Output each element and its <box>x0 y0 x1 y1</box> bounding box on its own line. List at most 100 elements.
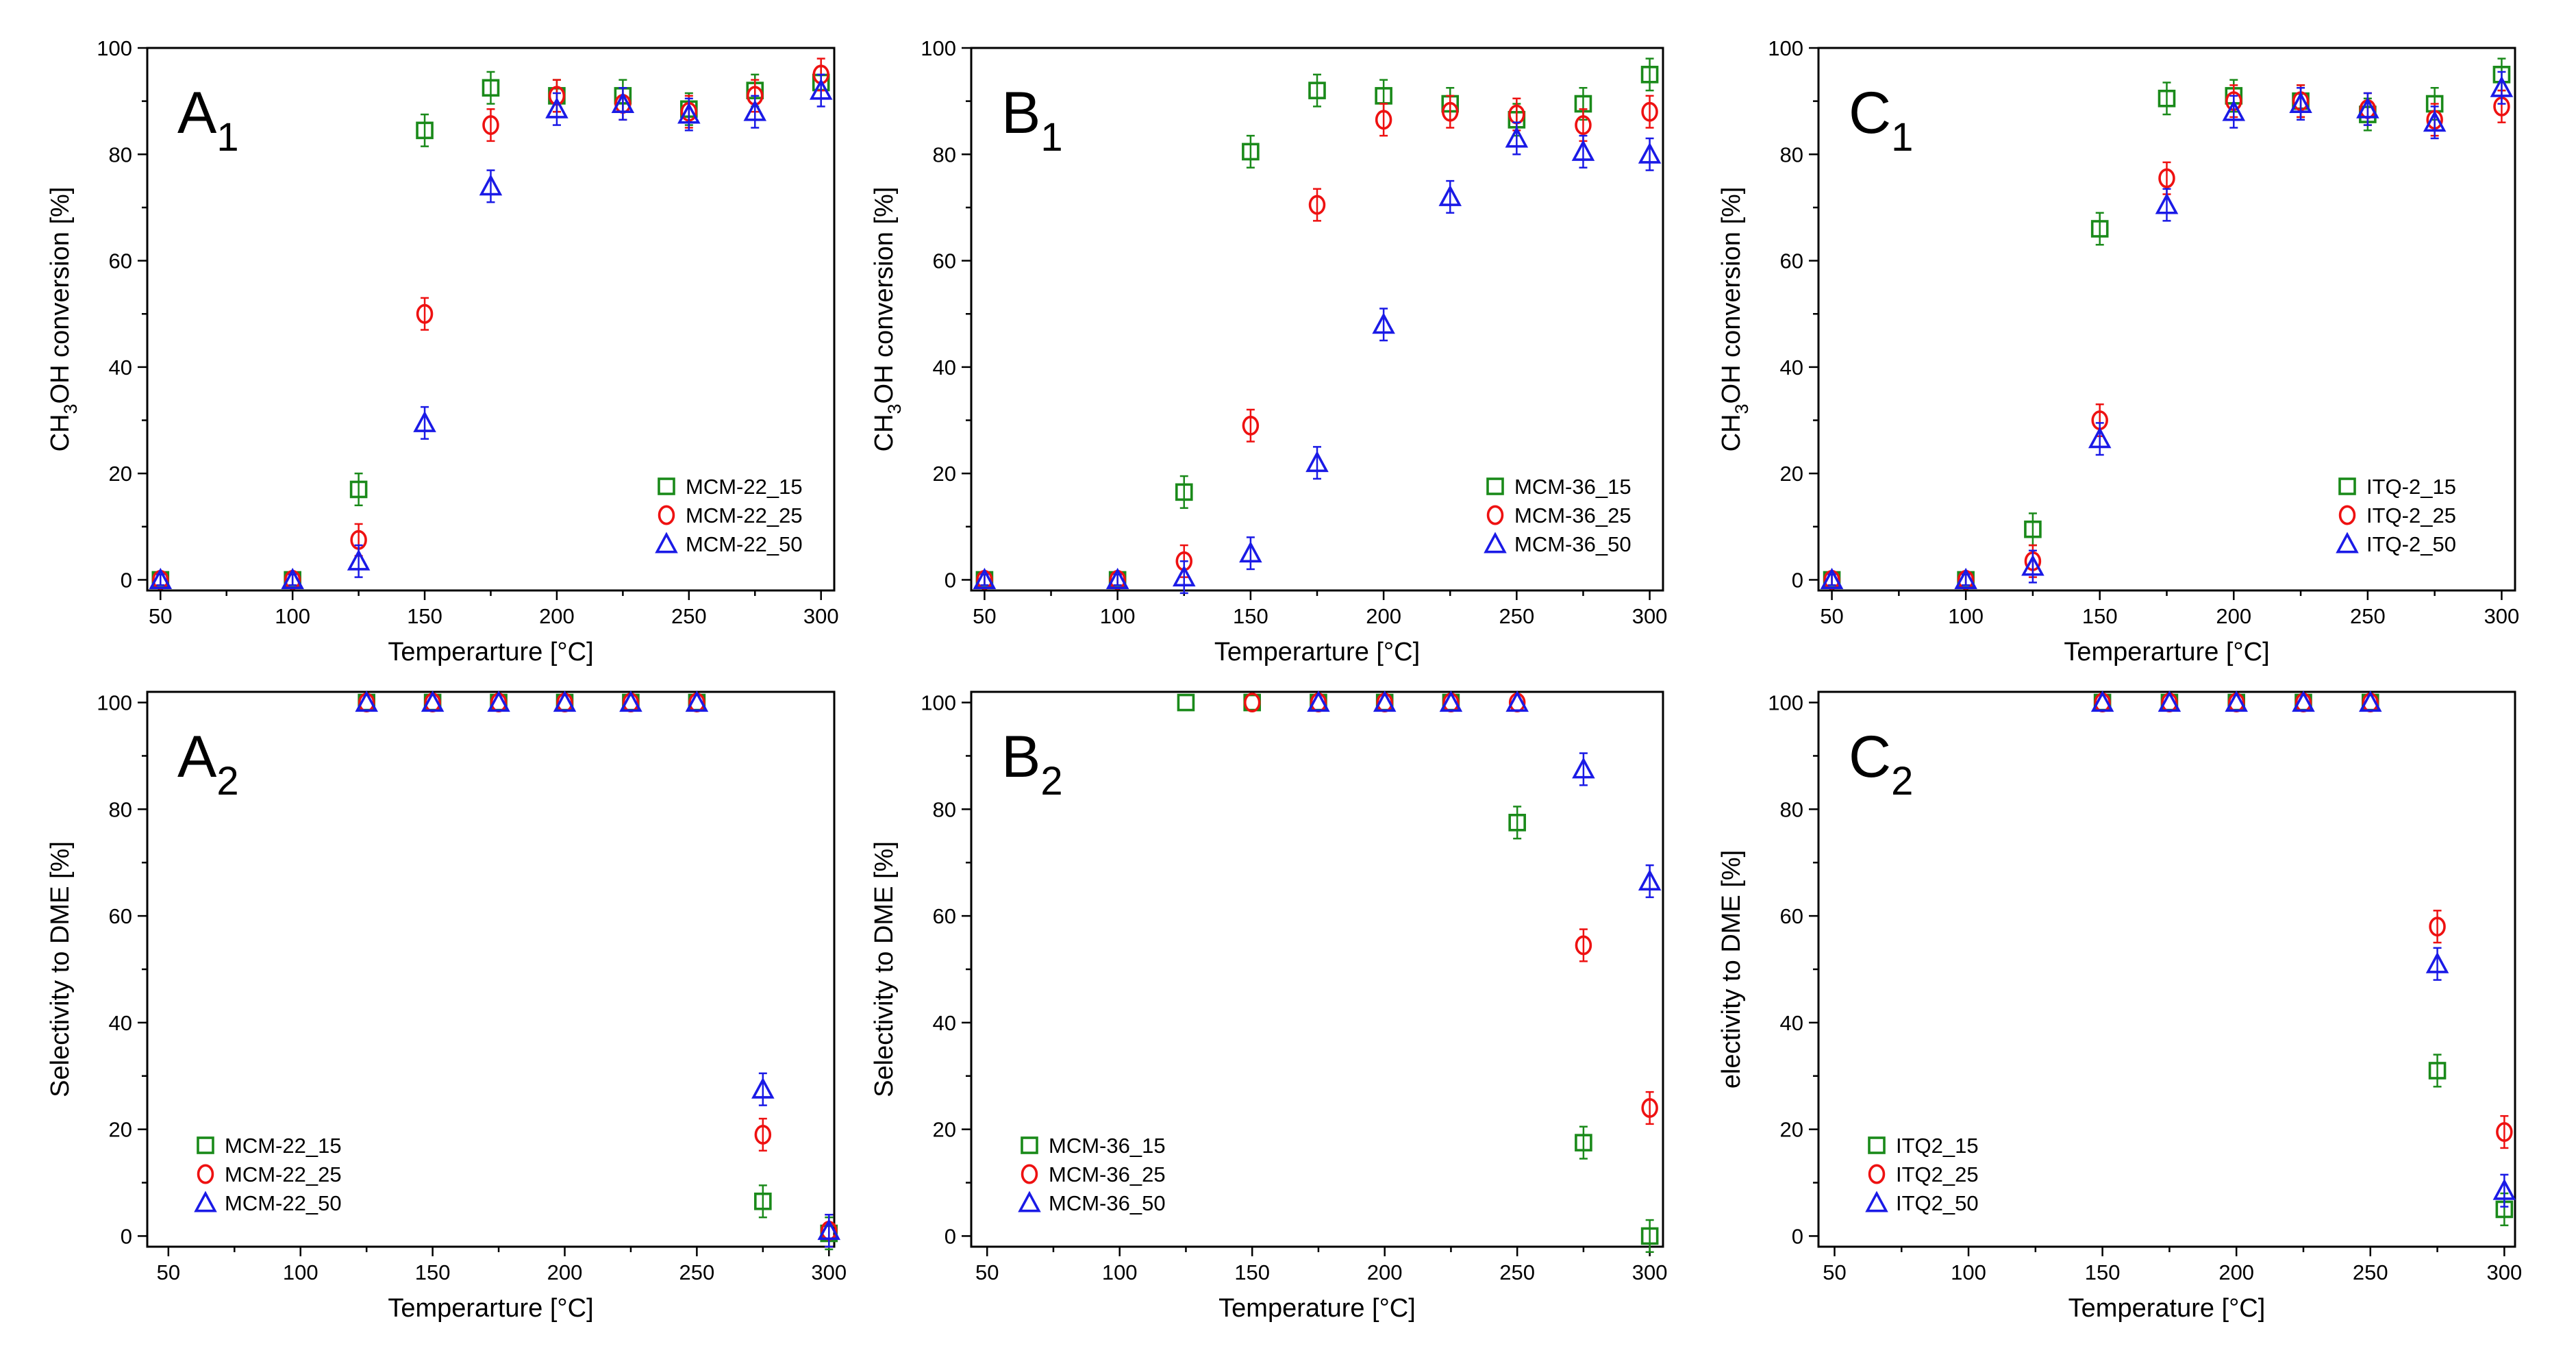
y-tick-label: 100 <box>1768 691 1803 715</box>
x-tick-label: 50 <box>975 1260 999 1284</box>
x-tick-label: 200 <box>2216 604 2251 628</box>
x-tick-label: 250 <box>671 604 707 628</box>
legend: MCM-36_15 MCM-36_25 MCM-36_50 <box>1484 475 1631 556</box>
x-tick-label: 250 <box>679 1260 715 1284</box>
legend-label: MCM-22_15 <box>686 475 803 499</box>
y-tick-label: 0 <box>945 1224 956 1248</box>
x-tick-label: 300 <box>1632 604 1668 628</box>
data-point <box>2359 690 2382 712</box>
legend-label: MCM-36_15 <box>1514 475 1631 499</box>
x-tick-label: 100 <box>1100 604 1136 628</box>
data-point <box>1638 142 1662 164</box>
data-point <box>809 78 833 100</box>
x-axis-label: Temperature [°C] <box>1218 1294 1416 1323</box>
data-point <box>479 174 503 196</box>
data-point <box>1505 690 1529 712</box>
legend: MCM-22_15 MCM-22_25 MCM-22_50 <box>194 1134 342 1215</box>
y-tick-label: 100 <box>921 36 956 60</box>
y-tick-label: 100 <box>921 691 956 715</box>
y-tick-label: 40 <box>1780 356 1803 379</box>
x-axis-label: Temperarture [°C] <box>388 1294 593 1323</box>
legend-marker <box>197 1164 214 1184</box>
x-tick-label: 50 <box>973 604 996 628</box>
series-mcm-36-50 <box>1307 690 1662 899</box>
y-tick-label: 60 <box>1780 249 1803 273</box>
y-tick-label: 80 <box>109 142 132 166</box>
data-point <box>2158 89 2176 108</box>
x-tick-label: 300 <box>2486 1260 2522 1284</box>
data-point <box>2356 97 2379 119</box>
x-tick-label: 100 <box>275 604 310 628</box>
legend-marker <box>1486 477 1504 495</box>
x-tick-label: 100 <box>1951 1260 1986 1284</box>
x-tick-label: 50 <box>1820 604 1843 628</box>
y-tick-label: 20 <box>109 462 132 486</box>
series-itq-2-50 <box>1820 71 2514 589</box>
x-tick-label: 50 <box>157 1260 180 1284</box>
y-tick-label: 60 <box>109 904 132 928</box>
legend-marker <box>1484 532 1507 553</box>
x-tick-label: 250 <box>1499 604 1534 628</box>
data-point <box>2222 99 2246 121</box>
series-itq2-25 <box>2094 693 2513 1149</box>
y-tick-label: 20 <box>1780 1118 1803 1142</box>
x-tick-label: 100 <box>283 1260 318 1284</box>
x-tick-label: 200 <box>1367 1260 1403 1284</box>
data-point <box>677 102 701 124</box>
chart-panel-b1: 50 100 150 200 250 300 0 20 40 60 80 100 Temperartur… <box>870 36 1667 667</box>
legend-label: MCM-22_25 <box>225 1162 342 1186</box>
legend: ITQ-2_15 ITQ-2_25 ITQ-2_50 <box>2336 475 2456 556</box>
x-tick-label: 250 <box>2350 604 2386 628</box>
panel-label: B2 <box>1001 724 1063 804</box>
data-point <box>817 1219 841 1241</box>
y-tick-label: 20 <box>1780 462 1803 486</box>
data-point <box>416 121 434 140</box>
series-itq2-50 <box>2090 690 2516 1208</box>
y-axis-label: CH3OH conversion [%] <box>46 187 81 452</box>
data-point <box>2423 110 2447 132</box>
data-point <box>1308 82 1326 99</box>
x-tick-label: 150 <box>1233 604 1268 628</box>
legend: MCM-22_15 MCM-22_25 MCM-22_50 <box>655 475 803 556</box>
data-point <box>611 91 635 114</box>
legend-label: MCM-36_50 <box>1049 1191 1166 1215</box>
series-mcm-36-50 <box>973 121 1662 595</box>
chart-panel-b2: 50 100 150 200 250 300 0 20 40 60 80 100 Temperature… <box>870 690 1668 1323</box>
data-point <box>1954 567 1977 589</box>
data-point <box>751 1077 775 1099</box>
legend-marker <box>2338 477 2356 495</box>
x-tick-label: 150 <box>407 604 442 628</box>
y-axis-label: CH3OH conversion [%] <box>1717 187 1752 452</box>
data-point <box>973 567 997 589</box>
x-tick-label: 200 <box>539 604 575 628</box>
data-point <box>1307 690 1330 712</box>
y-tick-label: 0 <box>945 568 956 592</box>
legend-marker <box>194 1191 217 1212</box>
legend-marker <box>2336 532 2359 553</box>
data-point <box>349 480 368 499</box>
x-tick-label: 200 <box>1366 604 1401 628</box>
x-tick-label: 50 <box>1823 1260 1846 1284</box>
data-point <box>2225 690 2248 712</box>
data-point <box>487 690 510 712</box>
data-point <box>1243 693 1261 713</box>
data-point <box>619 690 642 712</box>
data-point <box>1175 483 1193 501</box>
data-point <box>2496 1122 2513 1142</box>
x-tick-label: 150 <box>1234 1260 1270 1284</box>
y-axis-label: electivity to DME [%] <box>1717 850 1746 1088</box>
data-point <box>1441 101 1459 122</box>
y-tick-label: 60 <box>933 249 956 273</box>
legend-label: ITQ2_15 <box>1896 1134 1979 1158</box>
x-tick-label: 300 <box>1632 1260 1668 1284</box>
x-tick-label: 250 <box>2353 1260 2388 1284</box>
y-tick-label: 40 <box>933 356 956 379</box>
legend-label: MCM-36_25 <box>1514 503 1631 527</box>
chart-panel-c1: 50 100 150 200 250 300 0 20 40 60 80 100 Temperartur… <box>1717 36 2519 667</box>
y-tick-label: 100 <box>97 36 132 60</box>
y-tick-label: 20 <box>109 1118 132 1142</box>
data-point <box>1242 142 1260 161</box>
data-point <box>2158 690 2181 712</box>
data-point <box>1242 415 1260 436</box>
x-tick-label: 150 <box>2085 1260 2121 1284</box>
